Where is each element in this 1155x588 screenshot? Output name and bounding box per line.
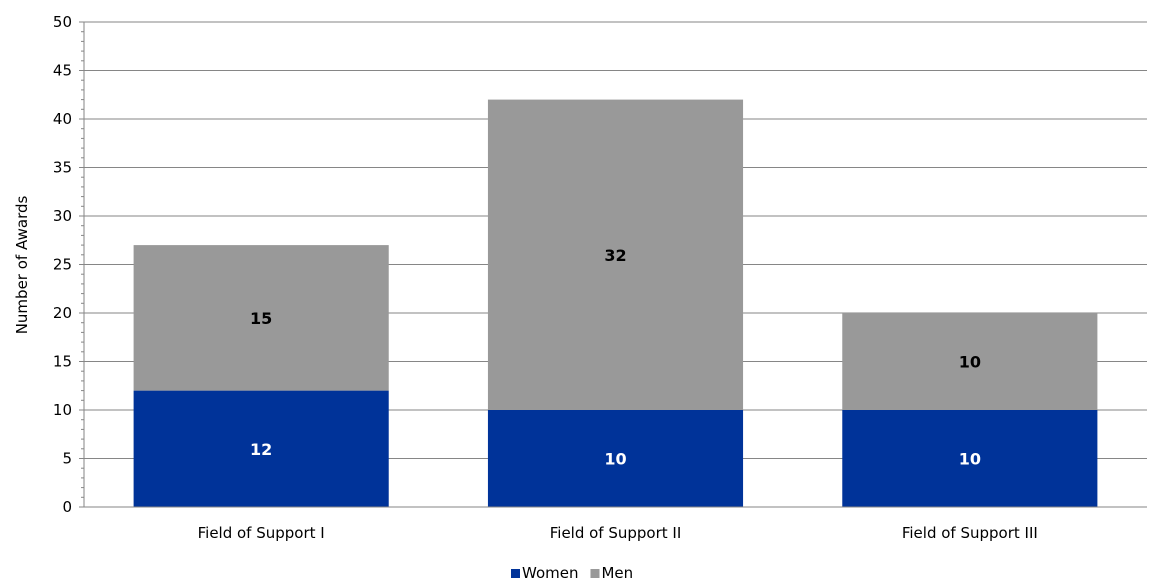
data-label-men: 32 [604,246,626,265]
bar-segment-women [842,410,1098,507]
legend: Women Men [511,564,633,582]
y-tick-label: 5 [62,450,72,468]
x-category-label: Field of Support II [550,524,682,542]
bar-segment-women [487,410,744,507]
legend-swatch-women [511,569,520,578]
y-tick-label: 45 [53,62,72,80]
data-label-women: 10 [604,450,626,469]
data-label-men: 15 [250,309,272,328]
y-tick-label: 10 [53,401,72,419]
category-labels: Field of Support I Field of Support II Fie… [198,524,1038,542]
y-tick-label: 30 [53,207,72,225]
y-tick-label: 15 [53,353,72,371]
y-tick-label: 40 [53,110,72,128]
data-label-men: 10 [959,353,981,372]
axes [79,21,1147,508]
y-axis-title: Number of Awards [13,196,31,335]
bar-segment-men [487,99,744,410]
y-tick-label: 35 [53,159,72,177]
x-category-label: Field of Support I [198,524,325,542]
bars [133,99,1098,507]
data-label-women: 10 [959,450,981,469]
y-tick-label: 50 [53,13,72,31]
data-label-women: 12 [250,440,272,459]
bar-segment-women [133,390,389,507]
data-labels: 12 15 10 32 10 10 [250,246,981,469]
bar-segment-men [133,245,389,391]
legend-label-men: Men [601,564,633,582]
y-tick-labels: 0 5 10 15 20 25 30 35 40 45 50 [53,13,72,516]
y-tick-label: 25 [53,256,72,274]
legend-label-women: Women [522,564,578,582]
y-tick-label: 20 [53,304,72,322]
x-category-label: Field of Support III [902,524,1038,542]
legend-swatch-men [590,569,600,578]
bar-segment-men [842,313,1098,410]
y-tick-label: 0 [62,498,72,516]
